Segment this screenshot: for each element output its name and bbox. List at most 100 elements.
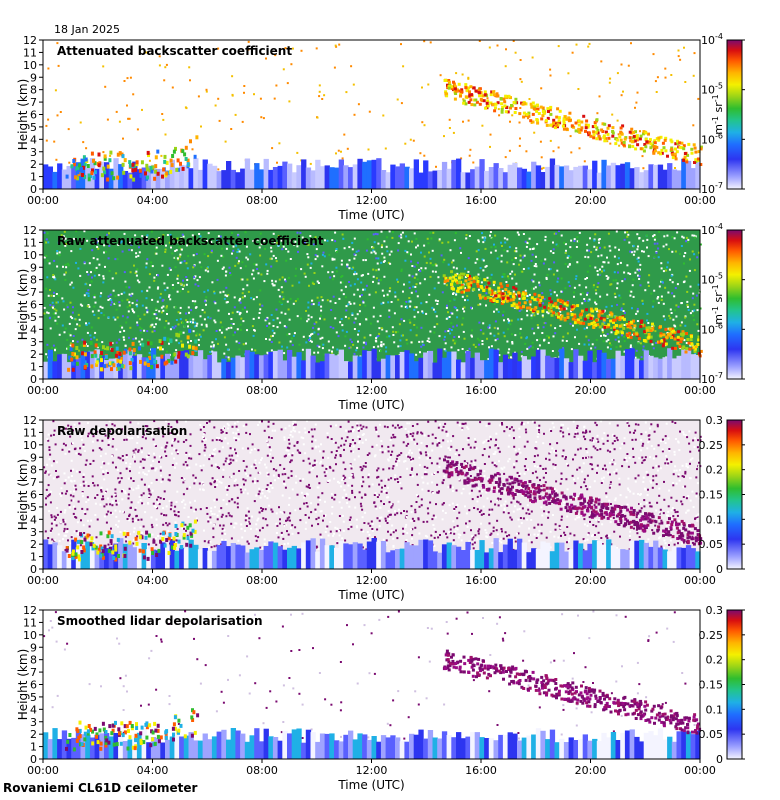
x-tick-label: 08:00 [246, 764, 278, 777]
x-tick-label: 16:00 [465, 574, 497, 587]
y-tick-label: 5 [30, 311, 37, 324]
y-tick-label: 5 [30, 501, 37, 514]
x-tick-label: 08:00 [246, 194, 278, 207]
x-tick-label: 08:00 [246, 574, 278, 587]
low-cloud-feature [67, 328, 198, 372]
y-tick-label: 5 [30, 691, 37, 704]
y-tick-label: 12 [23, 604, 37, 617]
colorbar-tick-label: 0.05 [699, 538, 724, 551]
boundary-layer [43, 728, 701, 759]
y-tick-label: 3 [30, 716, 37, 729]
y-tick-label: 10 [23, 629, 37, 642]
colorbar-tick-label: 0.25 [699, 439, 724, 452]
x-tick-label: 20:00 [575, 384, 607, 397]
colorbar-gradient [726, 609, 743, 760]
x-tick-label: 00:00 [27, 384, 59, 397]
y-tick-label: 7 [30, 666, 37, 679]
high-cloud-feature [442, 649, 702, 735]
x-tick-label: 12:00 [356, 574, 388, 587]
colorbar-gradient [726, 419, 743, 570]
y-tick-label: 9 [30, 451, 37, 464]
y-tick-label: 2 [30, 158, 37, 171]
high-cloud-feature [442, 458, 703, 546]
x-axis-label: Time (UTC) [337, 778, 404, 792]
colorbar-tick-label: 0 [716, 753, 723, 766]
panel-title: Smoothed lidar depolarisation [57, 614, 263, 628]
y-tick-label: 12 [23, 224, 37, 237]
boundary-layer [43, 348, 701, 379]
colorbar: 10-7 10-6 10-5 10-4 m-1 sr-1 [701, 222, 745, 386]
panel-2: Raw attenuated backscatter coefficient01… [16, 222, 745, 412]
panel-1: Attenuated backscatter coefficient012345… [16, 32, 745, 222]
y-tick-label: 0 [30, 183, 37, 196]
colorbar: 0 0.05 0.1 0.15 0.2 0.25 0.3 [699, 414, 745, 576]
boundary-layer [43, 158, 701, 189]
footer-label: Rovaniemi CL61D ceilometer [3, 781, 198, 795]
x-tick-label: 04:00 [137, 764, 169, 777]
panel-title: Raw attenuated backscatter coefficient [57, 234, 324, 248]
colorbar-tick-label: 10-6 [701, 321, 723, 336]
y-tick-label: 6 [30, 299, 37, 312]
y-tick-label: 8 [30, 84, 37, 97]
x-tick-label: 12:00 [356, 764, 388, 777]
y-tick-label: 2 [30, 728, 37, 741]
y-tick-label: 4 [30, 323, 37, 336]
x-tick-label: 04:00 [137, 194, 169, 207]
y-tick-label: 6 [30, 489, 37, 502]
y-tick-label: 4 [30, 133, 37, 146]
y-tick-label: 3 [30, 146, 37, 159]
y-tick-label: 9 [30, 261, 37, 274]
y-axis-label: Height (km) [16, 79, 30, 150]
x-tick-label: 00:00 [27, 574, 59, 587]
speckle-layer [43, 230, 702, 361]
x-tick-label: 08:00 [246, 384, 278, 397]
colorbar-unit: m-1 sr-1 [711, 284, 725, 324]
y-tick-label: 11 [23, 616, 37, 629]
x-tick-label: 20:00 [575, 194, 607, 207]
colorbar-tick-label: 10-6 [701, 131, 723, 146]
x-axis-label: Time (UTC) [337, 398, 404, 412]
y-tick-label: 8 [30, 464, 37, 477]
colorbar-tick-label: 0.2 [706, 654, 724, 667]
y-tick-label: 11 [23, 426, 37, 439]
y-tick-label: 7 [30, 96, 37, 109]
colorbar-tick-label: 0.25 [699, 629, 724, 642]
high-cloud-feature [442, 270, 703, 358]
panels: Attenuated backscatter coefficient012345… [16, 32, 745, 792]
colorbar-tick-label: 0.3 [706, 414, 724, 427]
x-tick-label: 20:00 [575, 764, 607, 777]
y-tick-label: 9 [30, 71, 37, 84]
y-tick-label: 10 [23, 439, 37, 452]
y-tick-label: 4 [30, 703, 37, 716]
y-tick-label: 12 [23, 414, 37, 427]
x-tick-label: 16:00 [465, 384, 497, 397]
colorbar-tick-label: 10-5 [701, 272, 723, 287]
y-tick-label: 3 [30, 336, 37, 349]
y-tick-label: 0 [30, 753, 37, 766]
y-tick-label: 8 [30, 274, 37, 287]
colorbar-gradient [726, 39, 743, 190]
colorbar-tick-label: 10-4 [701, 222, 723, 237]
y-tick-label: 11 [23, 236, 37, 249]
colorbar-tick-label: 0 [716, 563, 723, 576]
y-tick-label: 11 [23, 46, 37, 59]
colorbar-tick-label: 0.3 [706, 604, 724, 617]
x-tick-label: 04:00 [137, 384, 169, 397]
x-tick-label: 00:00 [27, 764, 59, 777]
y-tick-label: 6 [30, 679, 37, 692]
x-tick-label: 00:00 [684, 384, 716, 397]
y-tick-label: 8 [30, 654, 37, 667]
colorbar-tick-label: 10-7 [701, 371, 723, 386]
date-label: 18 Jan 2025 [54, 23, 120, 36]
x-tick-label: 20:00 [575, 574, 607, 587]
speckle-layer [43, 420, 702, 551]
colorbar-tick-label: 10-4 [701, 32, 723, 47]
x-tick-label: 00:00 [684, 194, 716, 207]
y-tick-label: 7 [30, 286, 37, 299]
x-tick-label: 04:00 [137, 574, 169, 587]
colorbar: 10-7 10-6 10-5 10-4 m-1 sr-1 [701, 32, 745, 196]
x-tick-label: 00:00 [27, 194, 59, 207]
panel-title: Attenuated backscatter coefficient [57, 44, 292, 58]
